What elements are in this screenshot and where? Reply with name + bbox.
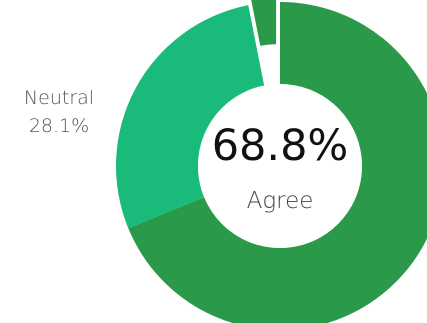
slice-other: [251, 0, 277, 46]
slice-agree: [128, 2, 427, 323]
neutral-data-label: Neutral 28.1%: [14, 84, 104, 140]
donut-hole: [198, 84, 362, 248]
center-category-label: Agree: [246, 188, 314, 214]
center-value-label: 68.8%: [211, 121, 349, 171]
slice-neutral: [116, 5, 265, 229]
neutral-label-name: Neutral: [23, 87, 95, 109]
neutral-label-value: 28.1%: [28, 115, 90, 137]
donut-slices: [116, 0, 427, 323]
